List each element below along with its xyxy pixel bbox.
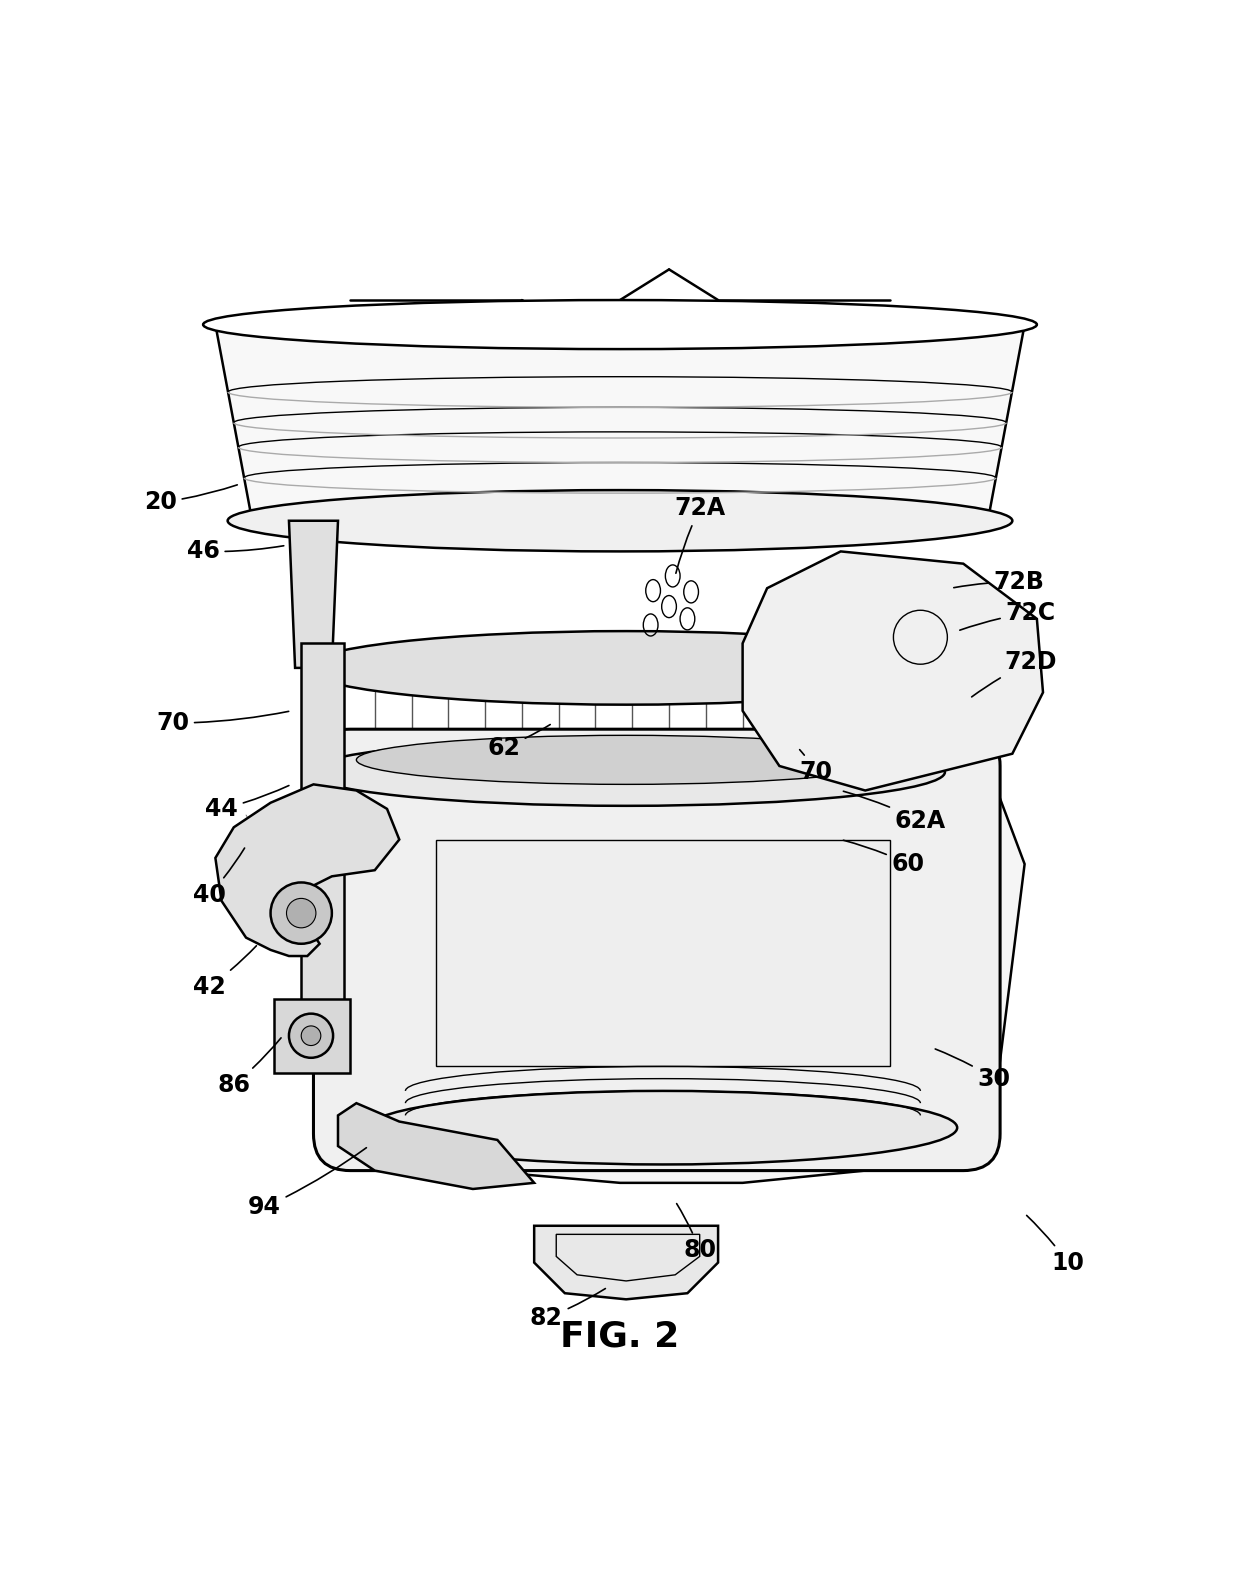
Text: 10: 10 xyxy=(1027,1216,1084,1274)
Polygon shape xyxy=(216,784,399,957)
Text: 72B: 72B xyxy=(954,571,1044,594)
Text: 94: 94 xyxy=(248,1148,366,1219)
Circle shape xyxy=(301,1026,321,1045)
Circle shape xyxy=(270,882,332,944)
FancyBboxPatch shape xyxy=(314,729,1001,1170)
Text: 44: 44 xyxy=(205,786,289,821)
Polygon shape xyxy=(534,1225,718,1300)
Text: 72C: 72C xyxy=(960,601,1055,631)
Ellipse shape xyxy=(228,490,1012,552)
Text: 42: 42 xyxy=(193,945,257,999)
Ellipse shape xyxy=(308,738,945,806)
Circle shape xyxy=(286,898,316,928)
Text: 62: 62 xyxy=(487,724,551,759)
Circle shape xyxy=(289,1013,334,1058)
Polygon shape xyxy=(339,1104,534,1189)
Text: 62A: 62A xyxy=(843,790,946,833)
Polygon shape xyxy=(289,520,339,667)
Text: 30: 30 xyxy=(935,1048,1011,1091)
Polygon shape xyxy=(301,643,345,1036)
Text: FIG. 2: FIG. 2 xyxy=(560,1319,680,1353)
Text: 86: 86 xyxy=(217,1037,281,1097)
Text: 60: 60 xyxy=(843,840,925,876)
Text: 46: 46 xyxy=(187,539,284,563)
Polygon shape xyxy=(274,999,350,1072)
Text: 70: 70 xyxy=(156,711,289,735)
Polygon shape xyxy=(436,840,890,1066)
Text: 82: 82 xyxy=(529,1289,605,1330)
Text: 80: 80 xyxy=(677,1203,717,1262)
Ellipse shape xyxy=(368,1091,957,1165)
Text: 72A: 72A xyxy=(675,496,725,574)
Text: 40: 40 xyxy=(192,847,244,907)
Text: 20: 20 xyxy=(144,485,237,514)
Polygon shape xyxy=(216,324,1024,520)
Ellipse shape xyxy=(356,735,895,784)
Polygon shape xyxy=(743,552,1043,790)
Text: 70: 70 xyxy=(800,749,833,784)
Ellipse shape xyxy=(304,631,949,705)
Ellipse shape xyxy=(203,300,1037,349)
Text: 72D: 72D xyxy=(972,650,1056,697)
Polygon shape xyxy=(301,765,1024,1183)
